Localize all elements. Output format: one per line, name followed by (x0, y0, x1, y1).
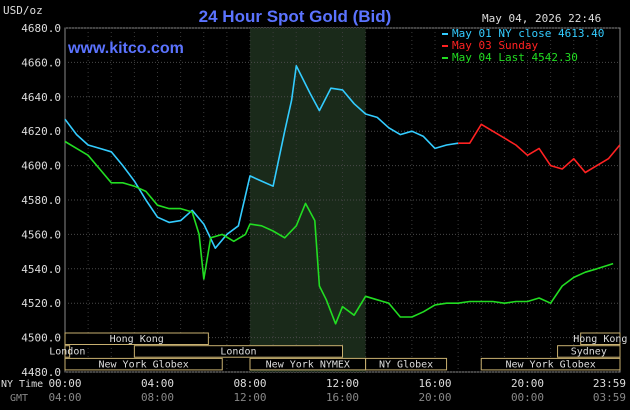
y-tick-label: 4620.0 (21, 125, 61, 138)
session-label: Sydney (571, 347, 607, 358)
session-label: New York NYMEX (266, 359, 350, 370)
session-bar (133, 345, 343, 358)
x-tick-gmt: 04:00 (48, 391, 81, 404)
series-lines (64, 65, 621, 325)
x-tick-gmt: 16:00 (326, 391, 359, 404)
session-bar (580, 332, 621, 345)
grid-lines (65, 27, 620, 373)
session-label: NY Globex (379, 359, 433, 370)
session-label: London (49, 347, 85, 358)
session-label: New York Globex (505, 359, 595, 370)
y-tick-label: 4480.0 (21, 366, 61, 379)
series-line-1 (458, 123, 621, 174)
legend-swatch-2 (442, 57, 448, 59)
y-tick-label: 4660.0 (21, 56, 61, 69)
x-tick-ny: 00:00 (48, 377, 81, 390)
y-axis-ticks: 4680.0 4660.0 4640.0 4620.0 4600.0 4580.0 4560… (21, 22, 61, 379)
y-tick-label: 4580.0 (21, 194, 61, 207)
session-bar (64, 357, 223, 371)
session-bar (64, 345, 71, 358)
session-bar (480, 357, 621, 371)
x-tick-ny: 12:00 (326, 377, 359, 390)
y-tick-label: 4560.0 (21, 228, 61, 241)
session-label: London (220, 347, 256, 358)
y-tick-label: 4680.0 (21, 22, 61, 35)
session-bar (64, 332, 209, 345)
series-line-0 (64, 65, 459, 249)
y-tick-label: 4500.0 (21, 332, 61, 345)
x-tick-ny: 08:00 (233, 377, 266, 390)
series-line-2 (64, 140, 614, 325)
x-tick-gmt: 08:00 (141, 391, 174, 404)
x-tick-gmt: 00:00 (511, 391, 544, 404)
session-label: New York Globex (98, 359, 188, 370)
legend-entry-1: May 03 Sunday (452, 39, 538, 52)
y-axis-unit-label: USD/oz (3, 4, 43, 17)
y-tick-label: 4540.0 (21, 263, 61, 276)
y-tick-label: 4520.0 (21, 297, 61, 310)
x-row-label-ny: NY Time (1, 379, 43, 390)
x-row-label-gmt: GMT (10, 393, 28, 404)
x-tick-ny: 04:00 (141, 377, 174, 390)
x-tick-ny: 16:00 (418, 377, 451, 390)
timestamp: May 04, 2026 22:46 (482, 12, 601, 25)
x-tick-ny: 23:59 (593, 377, 626, 390)
y-tick-label: 4600.0 (21, 160, 61, 173)
session-label: Hong Kong (110, 334, 164, 345)
website-label: www.kitco.com (67, 40, 184, 57)
session-bar (365, 357, 448, 371)
legend-swatch-1 (442, 45, 448, 47)
x-tick-gmt: 20:00 (418, 391, 451, 404)
ny-session-highlight (250, 28, 366, 372)
x-tick-ny: 20:00 (511, 377, 544, 390)
x-tick-gmt: 03:59 (593, 391, 626, 404)
legend-swatch-0 (442, 33, 448, 35)
x-tick-gmt: 12:00 (233, 391, 266, 404)
legend-entry-0: May 01 NY close 4613.40 (452, 27, 604, 40)
session-label: Hong Kong (573, 334, 627, 345)
session-bar (557, 345, 621, 358)
y-tick-label: 4640.0 (21, 91, 61, 104)
chart-title: 24 Hour Spot Gold (Bid) (199, 7, 392, 26)
legend-entry-2: May 04 Last 4542.30 (452, 51, 578, 64)
